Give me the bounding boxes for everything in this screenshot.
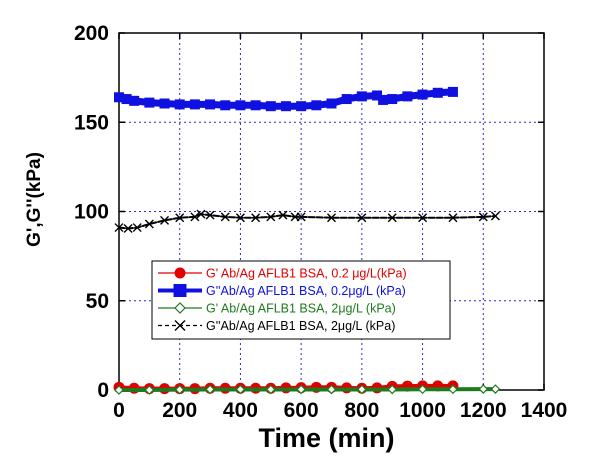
x-tick-label: 600 bbox=[284, 399, 319, 422]
data-point bbox=[174, 384, 185, 395]
y-axis-label: G',G''(kPa) bbox=[24, 152, 45, 247]
data-point bbox=[265, 384, 276, 395]
data-point bbox=[326, 98, 337, 109]
data-point bbox=[357, 213, 367, 223]
data-point bbox=[132, 223, 142, 233]
data-point bbox=[189, 99, 200, 110]
data-point bbox=[174, 302, 186, 314]
x-tick-label: 1000 bbox=[399, 399, 446, 422]
data-point bbox=[387, 384, 398, 395]
x-tick-label: 0 bbox=[113, 399, 125, 422]
data-point bbox=[447, 86, 458, 97]
data-point bbox=[144, 97, 155, 108]
data-point bbox=[235, 384, 246, 395]
data-point bbox=[144, 385, 155, 395]
y-tick-label: 0 bbox=[97, 379, 109, 402]
data-point bbox=[250, 100, 261, 111]
legend-entry: G''Ab/Ag AFLB1 BSA, 0.2μg/L (kPa) bbox=[158, 284, 406, 298]
x-tick-label: 1400 bbox=[521, 399, 568, 422]
series-layer bbox=[113, 86, 501, 395]
data-point bbox=[220, 212, 230, 222]
data-point bbox=[173, 284, 187, 297]
data-point bbox=[326, 384, 337, 395]
x-tick-label: 400 bbox=[223, 399, 258, 422]
legend-entry: G''Ab/Ag AFLB1 BSA, 2μg/L (kPa) bbox=[158, 319, 395, 333]
data-point bbox=[114, 385, 124, 395]
data-point bbox=[341, 94, 352, 105]
legend-label: G''Ab/Ag AFLB1 BSA, 0.2μg/L (kPa) bbox=[206, 284, 406, 298]
legend-label: G' Ab/Ag AFLB1 BSA, 0.2 μg/L(kPa) bbox=[206, 267, 407, 281]
data-point bbox=[129, 95, 140, 106]
data-point bbox=[123, 223, 133, 233]
data-point bbox=[280, 101, 291, 112]
series-3 bbox=[114, 384, 501, 395]
data-point bbox=[220, 100, 231, 111]
x-axis-label: Time (min) bbox=[258, 423, 394, 453]
data-point bbox=[490, 211, 500, 221]
data-point bbox=[356, 91, 367, 102]
data-point bbox=[265, 101, 276, 112]
data-point bbox=[448, 384, 458, 395]
series-line bbox=[117, 387, 498, 392]
data-point bbox=[205, 384, 215, 395]
data-point bbox=[251, 213, 261, 223]
data-point bbox=[174, 267, 186, 279]
legend: G' Ab/Ag AFLB1 BSA, 0.2 μg/L(kPa) G''Ab/A… bbox=[151, 260, 451, 340]
data-point bbox=[387, 213, 397, 223]
data-point bbox=[296, 101, 307, 112]
data-point bbox=[205, 210, 215, 220]
data-point bbox=[402, 91, 413, 102]
data-point bbox=[478, 384, 489, 394]
data-point bbox=[114, 223, 124, 233]
x-tick-label: 200 bbox=[162, 399, 197, 422]
y-tick-label: 200 bbox=[74, 22, 109, 45]
legend-label: G' Ab/Ag AFLB1 BSA, 2μg/L (kPa) bbox=[206, 302, 396, 316]
data-point bbox=[144, 219, 154, 229]
x-tick-labels: 0 200 400 600 800 1000 1200 1400 bbox=[113, 399, 567, 422]
legend-entry: G' Ab/Ag AFLB1 BSA, 2μg/L (kPa) bbox=[158, 302, 396, 316]
x-tick-label: 800 bbox=[344, 399, 379, 422]
data-point bbox=[296, 384, 306, 395]
data-point bbox=[160, 215, 170, 225]
y-tick-label: 150 bbox=[74, 111, 109, 134]
data-point bbox=[378, 94, 389, 105]
data-point bbox=[296, 212, 306, 222]
y-tick-labels: 0 50 100 150 200 bbox=[74, 22, 109, 402]
data-point bbox=[175, 213, 185, 223]
legend-entry: G' Ab/Ag AFLB1 BSA, 0.2 μg/L(kPa) bbox=[158, 267, 407, 281]
data-point bbox=[478, 212, 488, 222]
legend-label: G''Ab/Ag AFLB1 BSA, 2μg/L (kPa) bbox=[206, 319, 395, 333]
data-point bbox=[448, 213, 458, 223]
data-point bbox=[235, 213, 245, 223]
data-point bbox=[196, 209, 206, 219]
data-point bbox=[159, 98, 170, 109]
series-4 bbox=[114, 209, 500, 233]
data-point bbox=[490, 384, 501, 394]
data-point bbox=[174, 320, 186, 331]
data-point bbox=[235, 100, 246, 111]
data-point bbox=[417, 384, 428, 395]
data-point bbox=[278, 210, 288, 220]
data-point bbox=[432, 87, 443, 98]
data-point bbox=[205, 99, 216, 110]
y-tick-label: 100 bbox=[74, 201, 109, 224]
data-point bbox=[327, 213, 336, 223]
data-point bbox=[417, 89, 428, 100]
data-point bbox=[190, 212, 200, 222]
data-point bbox=[357, 384, 367, 395]
data-point bbox=[311, 100, 322, 111]
series-2 bbox=[114, 86, 458, 112]
y-tick-label: 50 bbox=[86, 290, 109, 313]
data-point bbox=[387, 94, 398, 105]
x-tick-label: 1200 bbox=[460, 399, 507, 422]
data-point bbox=[174, 99, 185, 110]
data-point bbox=[266, 212, 276, 222]
data-point bbox=[418, 213, 428, 223]
